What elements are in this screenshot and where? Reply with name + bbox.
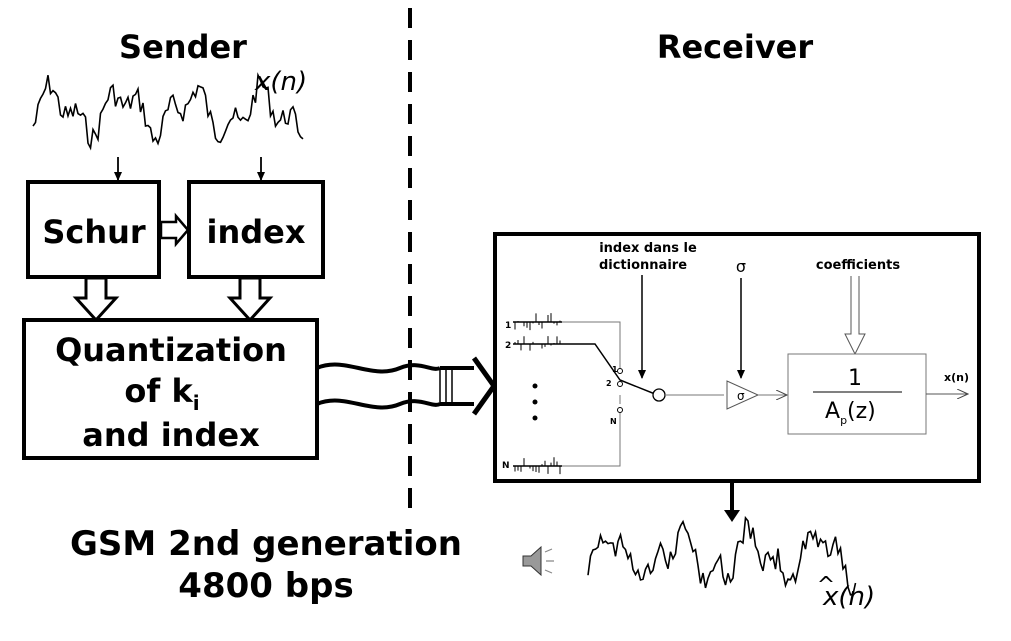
index-dict-line2: dictionnaire	[599, 258, 687, 273]
receiver-title: Receiver	[657, 28, 814, 66]
input-speech-waveform	[32, 72, 304, 151]
quant-line2-prefix: of k	[124, 372, 193, 410]
switch-label-2: 2	[606, 379, 612, 388]
selector-node	[652, 388, 666, 402]
codebook	[513, 313, 562, 475]
quantization-block	[22, 318, 319, 460]
gain-amplifier	[726, 380, 760, 410]
input-signal-label: x(n)	[254, 67, 307, 97]
output-signal-label: x(n)	[822, 582, 875, 612]
quant-line2: of ki	[124, 372, 199, 415]
codebook-label-1: 1	[505, 321, 511, 331]
speaker-icon	[522, 545, 554, 577]
quant-line2-subscript: i	[193, 391, 200, 415]
synthesis-filter-block	[787, 353, 927, 435]
selector-switch	[562, 343, 656, 395]
schur-to-quant-arrow	[72, 276, 120, 323]
switch-label-N: N	[610, 417, 617, 426]
index-dict-line1: index dans le	[599, 241, 697, 256]
footer-line2: 4800 bps	[178, 566, 353, 606]
quant-line3: and index	[82, 416, 260, 454]
gain-symbol: σ	[737, 389, 745, 403]
codebook-ellipsis	[532, 383, 538, 421]
codebook-vector	[513, 457, 562, 475]
filter-den-A: A	[825, 399, 840, 424]
quant-line1: Quantization	[55, 331, 287, 369]
codebook-vector	[513, 313, 562, 331]
switch-contacts	[617, 368, 623, 413]
sender-title: Sender	[119, 28, 247, 66]
schur-label: Schur	[42, 213, 146, 251]
schur-block	[26, 180, 161, 279]
schur-to-index-arrow	[159, 212, 190, 248]
filter-den-subscript: p	[840, 414, 847, 427]
transmission-channel-arrow	[316, 356, 498, 416]
coefficients-label: coefficients	[816, 258, 900, 273]
filter-denominator: Ap(z)	[825, 399, 876, 427]
footer-line1: GSM 2nd generation	[70, 524, 462, 564]
codebook-label-2: 2	[505, 341, 511, 351]
index-label: index	[207, 213, 306, 251]
filter-output-label: x(n)	[944, 371, 969, 384]
codebook-label-N: N	[502, 461, 510, 471]
output-signal-hat: ^	[817, 573, 835, 598]
filter-numerator: 1	[848, 366, 862, 391]
index-block	[187, 180, 325, 279]
index-to-quant-arrow	[226, 276, 274, 323]
switch-label-1: 1	[612, 365, 618, 374]
output-speech-waveform	[587, 515, 857, 596]
sigma-label: σ	[736, 257, 746, 276]
filter-den-z: (z)	[847, 399, 876, 424]
codebook-connections	[562, 321, 621, 467]
receiver-output-arrowhead	[724, 510, 740, 522]
codebook-vector	[513, 336, 562, 351]
